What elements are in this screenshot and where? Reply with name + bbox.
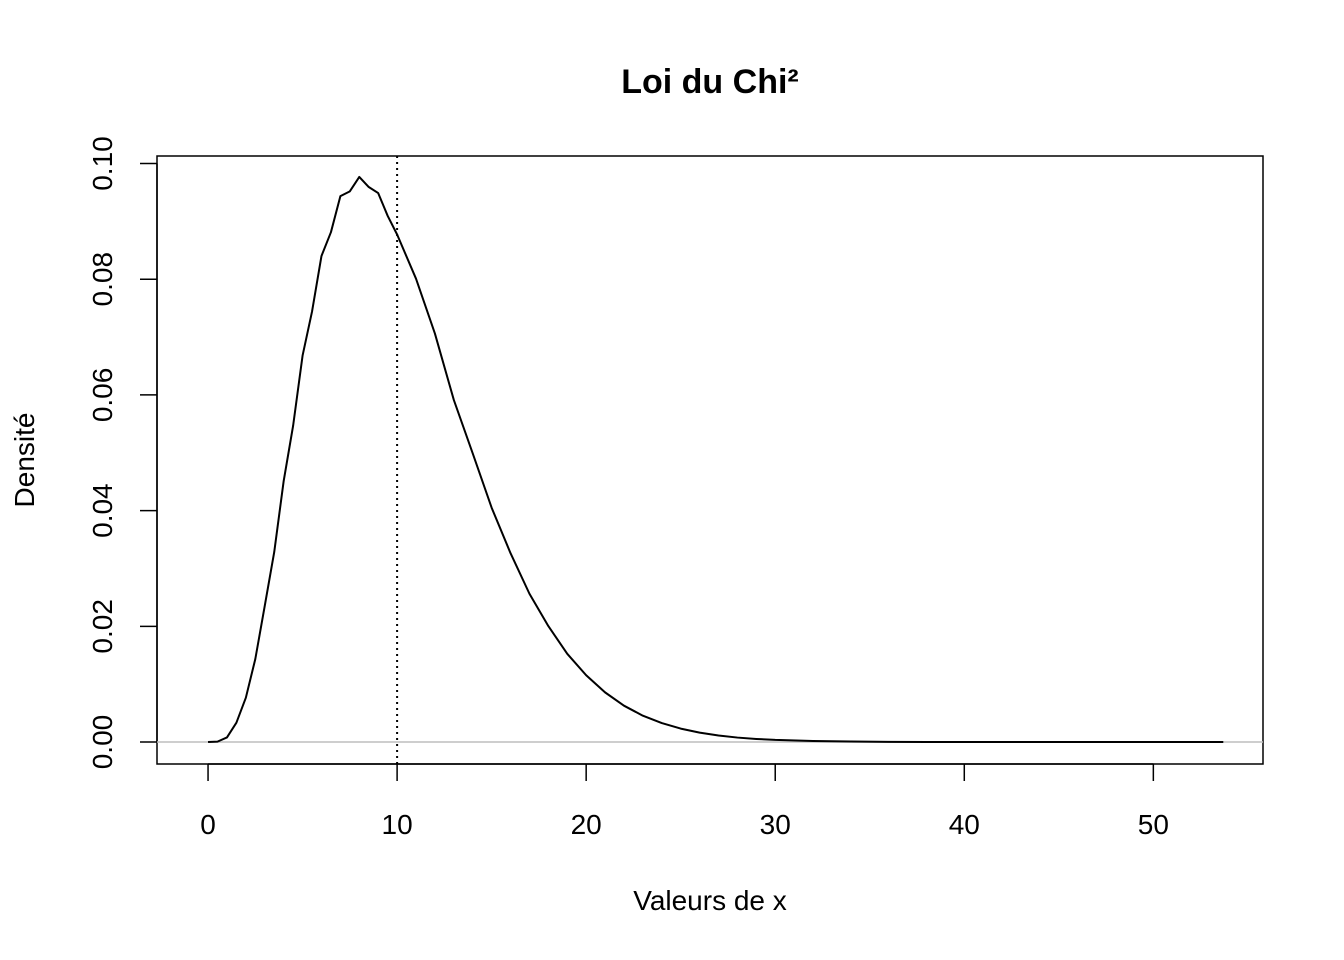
y-tick-label: 0.04 bbox=[87, 483, 118, 538]
y-tick-label: 0.02 bbox=[87, 599, 118, 654]
x-tick-label: 0 bbox=[200, 809, 216, 840]
x-axis-label: Valeurs de x bbox=[633, 885, 787, 916]
x-tick-label: 10 bbox=[382, 809, 413, 840]
chart-title: Loi du Chi² bbox=[621, 63, 799, 101]
y-tick-label: 0.00 bbox=[87, 715, 118, 770]
x-tick-label: 40 bbox=[949, 809, 980, 840]
y-tick-label: 0.10 bbox=[87, 136, 118, 191]
x-tick-label: 20 bbox=[571, 809, 602, 840]
plot-frame bbox=[156, 155, 1264, 765]
reference-lines bbox=[157, 156, 1263, 764]
y-axis: 0.00 0.02 0.04 0.06 0.08 0.10 bbox=[87, 136, 158, 770]
y-tick-label: 0.06 bbox=[87, 368, 118, 423]
x-tick-label: 30 bbox=[760, 809, 791, 840]
y-tick-label: 0.08 bbox=[87, 252, 118, 307]
x-tick-label: 50 bbox=[1138, 809, 1169, 840]
x-axis: 0 10 20 30 40 50 bbox=[200, 763, 1169, 840]
density-curve bbox=[208, 175, 1224, 744]
series-layer bbox=[208, 175, 1224, 744]
y-axis-label: Densité bbox=[9, 413, 40, 508]
